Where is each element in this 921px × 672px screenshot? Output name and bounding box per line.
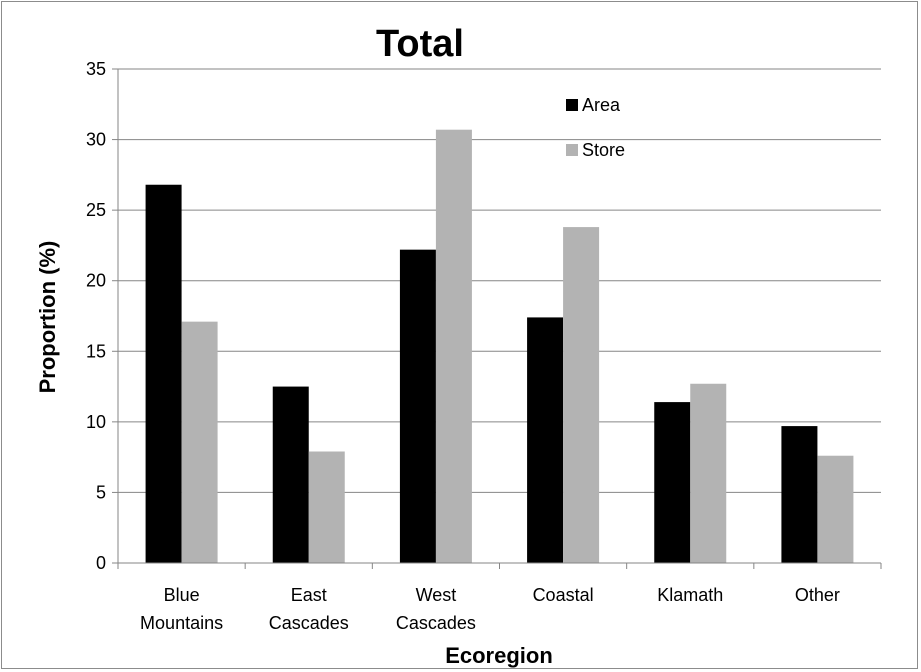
x-tick-label: Coastal xyxy=(533,585,594,605)
y-tick-label: 5 xyxy=(96,482,106,502)
bar-area-5 xyxy=(781,426,818,563)
bar-area-4 xyxy=(654,402,691,563)
x-tick-label-line: Coastal xyxy=(533,585,594,605)
axes xyxy=(117,69,882,569)
bar-area-1 xyxy=(272,386,309,563)
bar-area-2 xyxy=(399,249,436,564)
y-tick-label: 15 xyxy=(86,341,106,361)
x-tick-labels: Blue Mountains East Cascades West Cascades Coa… xyxy=(140,585,840,633)
x-tick-label: West Cascades xyxy=(396,585,476,633)
legend-swatch-store xyxy=(566,144,578,156)
legend-swatch-area xyxy=(566,99,578,111)
x-tick-label: Klamath xyxy=(657,585,723,605)
bar-store-5 xyxy=(817,455,854,563)
x-tick-label: Other xyxy=(795,585,840,605)
gridlines xyxy=(118,68,881,493)
bar-store-3 xyxy=(563,227,600,563)
x-tick-label-line: Blue xyxy=(164,585,200,605)
y-tick-labels: 0 5 10 15 20 25 30 35 xyxy=(86,59,118,573)
x-tick-label-line: Klamath xyxy=(657,585,723,605)
y-axis-label: Proportion (%) xyxy=(35,241,60,394)
x-tick-label-line: Other xyxy=(795,585,840,605)
bar-store-1 xyxy=(308,451,345,563)
chart-title: Total xyxy=(376,23,464,65)
legend-label-area: Area xyxy=(582,95,621,115)
legend: Area Store xyxy=(566,95,625,160)
y-tick-label: 35 xyxy=(86,59,106,79)
x-tick-label-line: West xyxy=(416,585,457,605)
x-axis-label: Ecoregion xyxy=(445,643,553,668)
y-tick-label: 10 xyxy=(86,412,106,432)
y-tick-label: 20 xyxy=(86,271,106,291)
bar-store-0 xyxy=(181,321,218,563)
x-tick-label-line: Cascades xyxy=(396,613,476,633)
bars xyxy=(145,129,854,564)
x-tick-label: Blue Mountains xyxy=(140,585,223,633)
x-tick-label-line: East xyxy=(291,585,327,605)
x-tick-label: East Cascades xyxy=(269,585,349,633)
y-tick-label: 30 xyxy=(86,130,106,150)
legend-label-store: Store xyxy=(582,140,625,160)
bar-area-0 xyxy=(145,184,182,564)
bar-store-2 xyxy=(435,129,472,564)
y-tick-label: 0 xyxy=(96,553,106,573)
x-tick-label-line: Mountains xyxy=(140,613,223,633)
y-tick-label: 25 xyxy=(86,200,106,220)
x-tick-label-line: Cascades xyxy=(269,613,349,633)
bar-area-3 xyxy=(527,317,564,563)
bar-store-4 xyxy=(690,383,727,563)
